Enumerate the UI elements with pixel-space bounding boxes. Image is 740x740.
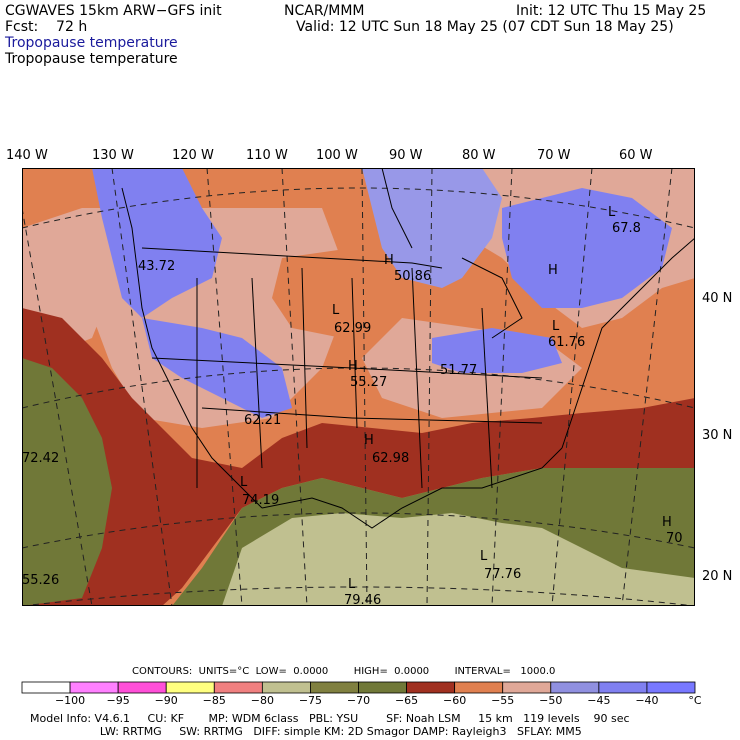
model-info-line1: Model Info: V4.6.1 CU: KF MP: WDM 6class… xyxy=(30,712,630,725)
annotation-value: 61.76 xyxy=(548,335,585,350)
colorbar-swatch xyxy=(502,681,552,694)
contours-info: CONTOURS: UNITS=°C LOW= 0.0000 HIGH= 0.0… xyxy=(132,666,556,677)
annotation-value: 67.8 xyxy=(612,221,641,236)
colorbar-label: −50 xyxy=(539,694,562,707)
colorbar-swatch xyxy=(213,681,263,694)
annotation-value: 79.46 xyxy=(344,593,381,606)
producer-label: NCAR/MMM xyxy=(284,3,365,19)
colorbar-swatch xyxy=(165,681,215,694)
colorbar-label: −90 xyxy=(155,694,178,707)
colorbar-swatch xyxy=(21,681,71,694)
colorbar-swatch xyxy=(550,681,600,694)
colorbar-label: −70 xyxy=(347,694,370,707)
annotation-low: L xyxy=(332,303,340,318)
lon-label-60w: 60 W xyxy=(619,148,653,163)
annotation-low: L xyxy=(608,205,616,220)
colorbar-swatch xyxy=(646,681,696,694)
lat-label-30n: 30 N xyxy=(702,428,733,443)
field-title-blue: Tropopause temperature xyxy=(5,35,178,51)
annotation-value: 62.98 xyxy=(372,451,409,466)
annotation-high: H xyxy=(364,433,374,448)
lon-label-140w: 140 W xyxy=(6,148,48,163)
lon-label-110w: 110 W xyxy=(246,148,288,163)
annotation-value: 55.26 xyxy=(22,573,59,588)
lon-label-70w: 70 W xyxy=(537,148,571,163)
annotation-value: 62.21 xyxy=(244,413,281,428)
lat-label-40n: 40 N xyxy=(702,291,733,306)
init-time: Init: 12 UTC Thu 15 May 25 xyxy=(516,3,707,19)
lon-label-100w: 100 W xyxy=(316,148,358,163)
annotation-low: L xyxy=(240,475,248,490)
field-dark-red xyxy=(22,308,695,606)
forecast-hour: Fcst: 72 h xyxy=(5,19,88,35)
annotation-value: 74.19 xyxy=(242,493,279,508)
annotation-value: 55.27 xyxy=(350,375,387,390)
colorbar-label: −80 xyxy=(251,694,274,707)
field-blue-north xyxy=(362,168,502,288)
field-annotations: 43.72 H 50.86 L 62.99 H 55.27 51.77 H L … xyxy=(22,205,683,606)
annotation-high: H xyxy=(548,263,558,278)
tropopause-temperature-map: 43.72 H 50.86 L 62.99 H 55.27 51.77 H L … xyxy=(22,168,695,606)
colorbar: −100 −95 −90 −85 −80 −75 −70 −65 −60 −55 −50 −45 −40… xyxy=(21,681,702,707)
lat-lon-grid xyxy=(22,168,695,606)
colorbar-swatch xyxy=(406,681,456,694)
colorbar-label: −40 xyxy=(635,694,658,707)
annotation-value: 43.72 xyxy=(138,259,175,274)
annotation-value: 62.99 xyxy=(334,321,371,336)
lon-label-90w: 90 W xyxy=(389,148,423,163)
colorbar-label: −95 xyxy=(107,694,130,707)
colorbar-swatch xyxy=(261,681,311,694)
colorbar-label: −45 xyxy=(587,694,610,707)
colorbar-label: −100 xyxy=(55,694,85,707)
colorbar-swatch xyxy=(358,681,407,694)
colorbar-swatch xyxy=(310,681,359,694)
colorbar-swatch xyxy=(598,681,648,694)
annotation-value: 70 xyxy=(666,531,683,546)
lat-label-20n: 20 N xyxy=(702,569,733,584)
annotation-high: H xyxy=(348,359,358,374)
model-info-line2: LW: RRTMG SW: RRTMG DIFF: simple KM: 2D … xyxy=(30,725,582,738)
colorbar-swatch xyxy=(69,681,119,694)
political-boundaries xyxy=(121,168,695,529)
lon-label-130w: 130 W xyxy=(92,148,134,163)
field-blue-rockies xyxy=(142,318,292,418)
annotation-low: L xyxy=(348,577,356,592)
lon-label-120w: 120 W xyxy=(172,148,214,163)
colorbar-swatch xyxy=(117,681,167,694)
colorbar-label: −60 xyxy=(443,694,466,707)
field-blue-northwest xyxy=(92,168,222,318)
colorbar-label: −75 xyxy=(299,694,322,707)
annotation-value: 77.76 xyxy=(484,567,521,582)
field-title: Tropopause temperature xyxy=(5,51,178,67)
annotation-value: 72.42 xyxy=(22,451,59,466)
lon-label-80w: 80 W xyxy=(462,148,496,163)
annotation-value: 51.77 xyxy=(440,363,477,378)
annotation-low: L xyxy=(552,319,560,334)
annotation-low: L xyxy=(480,549,488,564)
field-blue-greatlakes xyxy=(432,328,562,373)
valid-time: Valid: 12 UTC Sun 18 May 25 (07 CDT Sun … xyxy=(296,19,674,35)
annotation-value: 50.86 xyxy=(394,269,431,284)
field-blue-northeast xyxy=(502,188,672,308)
colorbar-label: °C xyxy=(688,694,702,707)
colorbar-label: −55 xyxy=(491,694,514,707)
annotation-high: H xyxy=(662,515,672,530)
field-salmon-plains xyxy=(272,248,382,338)
header-title: CGWAVES 15km ARW−GFS init xyxy=(5,3,222,19)
field-khaki xyxy=(222,513,695,606)
colorbar-label: −65 xyxy=(395,694,418,707)
annotation-high: H xyxy=(384,253,394,268)
colorbar-label: −85 xyxy=(203,694,226,707)
colorbar-swatch xyxy=(454,681,504,694)
